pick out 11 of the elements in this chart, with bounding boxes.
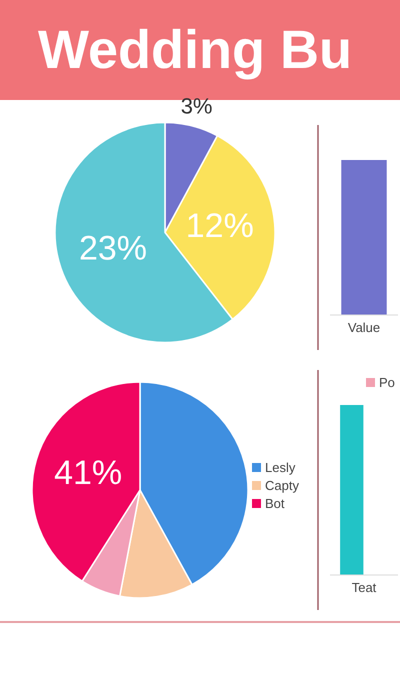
data-label: 23% bbox=[78, 229, 148, 268]
data-label: 12% bbox=[186, 206, 254, 245]
chart-title: Wedding Bu bbox=[38, 20, 352, 80]
data-label: 3% bbox=[180, 94, 212, 119]
legend-label: Po bbox=[379, 375, 395, 390]
x-tick-label: Value bbox=[348, 320, 380, 336]
legend-label: Bot bbox=[265, 496, 285, 511]
legend-label: Capty bbox=[265, 478, 300, 493]
x-tick-label: Teat bbox=[352, 580, 377, 596]
legend-label: Lesly bbox=[265, 460, 296, 475]
data-label: 41% bbox=[54, 454, 122, 492]
